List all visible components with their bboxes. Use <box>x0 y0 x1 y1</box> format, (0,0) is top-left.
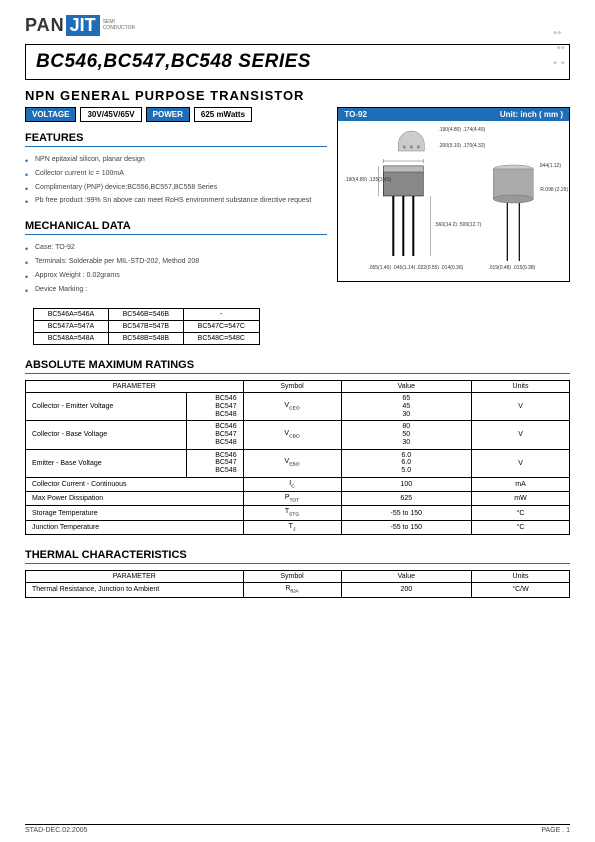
col-symbol: Symbol <box>243 381 341 393</box>
features-heading: FEATURES <box>25 132 327 147</box>
mech-item: Case: TO-92 <box>25 241 327 255</box>
subtitle: NPN GENERAL PURPOSE TRANSISTOR <box>25 88 570 103</box>
mech-item: Approx Weight : 0.02grams <box>25 269 327 283</box>
svg-text:.560(14.2) .500(12.7): .560(14.2) .500(12.7) <box>435 222 482 228</box>
svg-text:.019(0.48) .015(0.38): .019(0.48) .015(0.38) <box>489 265 536 271</box>
package-diagram: TO-92 Unit: inch ( mm ) <box>337 107 570 282</box>
thermal-heading: THERMAL CHARACTERISTICS <box>25 549 570 564</box>
table-row: Junction Temperature TJ -55 to 150 °C <box>26 520 570 534</box>
diagram-header: TO-92 Unit: inch ( mm ) <box>338 108 569 121</box>
table-row: Emitter - Base Voltage BC546 BC547 BC548… <box>26 449 570 477</box>
table-row: Storage Temperature TSTG -55 to 150 °C <box>26 506 570 520</box>
logo-subtitle: SEMI CONDUCTOR <box>103 20 135 31</box>
mech-item: Terminals: Solderable per MIL-STD-202, M… <box>25 255 327 269</box>
mechanical-list: Case: TO-92 Terminals: Solderable per MI… <box>25 241 327 296</box>
power-value: 625 mWatts <box>194 107 252 122</box>
unit-label: Unit: inch ( mm ) <box>500 110 563 119</box>
svg-text:.190(4.80) .174(4.45): .190(4.80) .174(4.45) <box>439 127 486 133</box>
col-parameter: PARAMETER <box>26 381 244 393</box>
ratings-table: PARAMETER Symbol Value Units Collector -… <box>25 380 570 535</box>
col-units: Units <box>472 381 570 393</box>
corner-decoration: ⬩⬩ ⬩⬩⬩ ⬩ <box>553 25 565 70</box>
col-value: Value <box>341 381 472 393</box>
title-box: BC546,BC547,BC548 SERIES <box>25 44 570 80</box>
svg-text:.044(1.12): .044(1.12) <box>539 163 562 169</box>
svg-text:.022(0.55) .014(0.36): .022(0.55) .014(0.36) <box>417 265 464 271</box>
svg-text:.055(1.40) .045(1.14): .055(1.40) .045(1.14) <box>369 265 416 271</box>
table-row: Collector - Emitter Voltage BC546 BC547 … <box>26 393 570 421</box>
package-name: TO-92 <box>344 110 367 119</box>
thermal-table: PARAMETER Symbol Value Units Thermal Res… <box>25 570 570 597</box>
logo-pan: PAN <box>25 15 65 36</box>
footer: STAD-DEC.02.2005 PAGE . 1 <box>25 824 570 834</box>
svg-text:.190(4.80) .135(3.43): .190(4.80) .135(3.43) <box>345 177 392 183</box>
mechanical-heading: MECHANICAL DATA <box>25 220 327 235</box>
to92-drawing: .190(4.80) .174(4.45) .200(5.10) .170(4.… <box>338 121 569 276</box>
footer-date: STAD-DEC.02.2005 <box>25 827 88 834</box>
voltage-label: VOLTAGE <box>25 107 76 122</box>
company-logo: PAN JIT SEMI CONDUCTOR <box>25 15 570 36</box>
feature-item: NPN epitaxial silicon, planar design <box>25 153 327 167</box>
part-title: BC546,BC547,BC548 SERIES <box>36 51 559 73</box>
table-row: Thermal Resistance, Junction to Ambient … <box>26 583 570 597</box>
power-label: POWER <box>146 107 190 122</box>
table-row: Max Power Dissipation PTOT 625 mW <box>26 491 570 505</box>
svg-text:R.098 (2.29): R.098 (2.29) <box>541 187 569 193</box>
features-list: NPN epitaxial silicon, planar design Col… <box>25 153 327 208</box>
marking-table: BC546A=546ABC546B=546B- BC547A=547ABC547… <box>33 308 260 345</box>
mech-item: Device Marking : <box>25 283 327 297</box>
feature-item: Complimentary (PNP) device:BC556,BC557,B… <box>25 181 327 195</box>
table-row: Collector Current - Continuous IC 100 mA <box>26 477 570 491</box>
feature-item: Collector current Ic = 100mA <box>25 167 327 181</box>
logo-jit: JIT <box>66 15 100 36</box>
voltage-value: 30V/45V/65V <box>80 107 141 122</box>
badge-row: VOLTAGE 30V/45V/65V POWER 625 mWatts <box>25 107 327 122</box>
feature-item: Pb free product :99% Sn above can meet R… <box>25 194 327 208</box>
footer-page: PAGE . 1 <box>541 827 570 834</box>
svg-text:.200(5.10) .170(4.32): .200(5.10) .170(4.32) <box>439 143 486 149</box>
table-row: Collector - Base Voltage BC546 BC547 BC5… <box>26 421 570 449</box>
ratings-heading: ABSOLUTE MAXIMUM RATINGS <box>25 359 570 374</box>
